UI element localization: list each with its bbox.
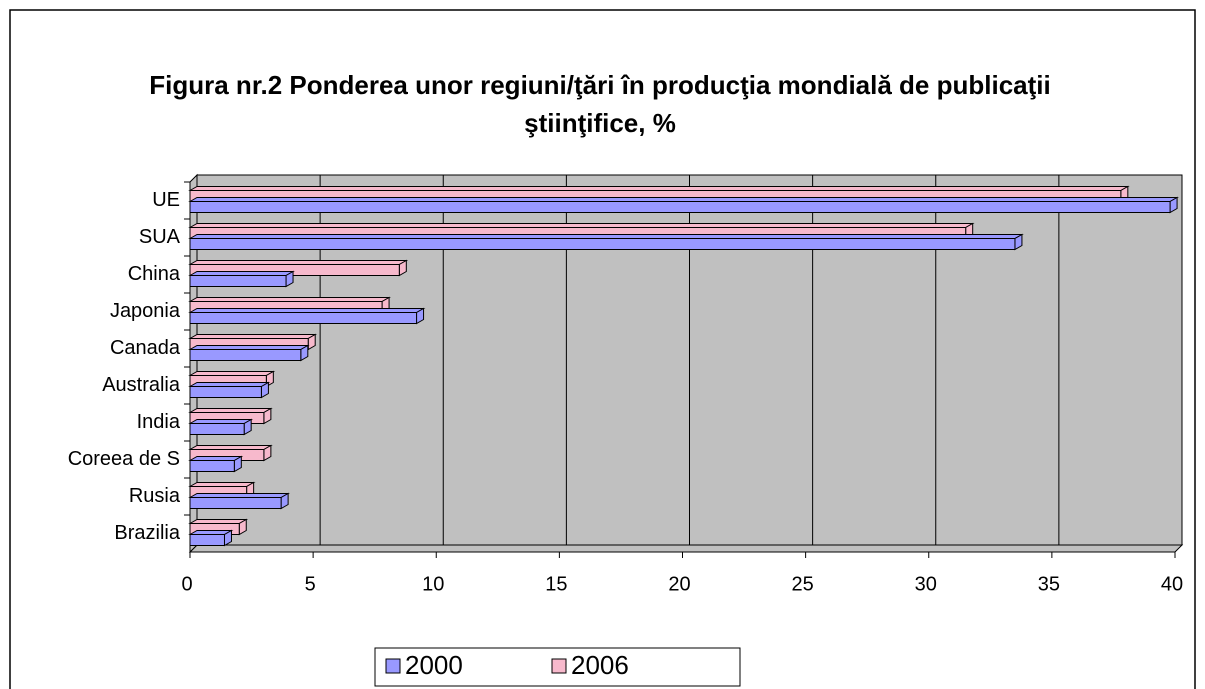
- bar: [189, 264, 400, 276]
- y-tick-label: India: [137, 411, 181, 433]
- chart-title: Figura nr.2 Ponderea unor regiuni/ţări î…: [149, 70, 1051, 138]
- x-tick-label: 0: [181, 573, 192, 595]
- x-tick-label: 30: [915, 573, 937, 595]
- bar-top: [188, 260, 409, 265]
- bar: [189, 423, 245, 435]
- legend: 2000 2006: [374, 647, 741, 687]
- bar: [189, 460, 235, 472]
- bar-top: [188, 297, 391, 302]
- bar: [189, 275, 287, 287]
- y-tick-label: SUA: [139, 226, 181, 248]
- x-tick-label: 25: [792, 573, 814, 595]
- x-tick-label: 5: [305, 573, 316, 595]
- y-tick-label: Rusia: [129, 485, 181, 507]
- legend-swatch: [385, 658, 401, 674]
- legend-label: 2006: [571, 650, 629, 680]
- bar-top: [188, 345, 310, 350]
- bar-top: [188, 445, 273, 450]
- bar-top: [188, 482, 256, 487]
- x-tick-label: 15: [545, 573, 567, 595]
- legend-label: 2000: [405, 650, 463, 680]
- bar: [189, 349, 302, 361]
- plot-floor: [188, 544, 1184, 553]
- bar: [189, 238, 1016, 250]
- y-tick-label: UE: [152, 189, 180, 211]
- y-tick-label: China: [128, 263, 181, 285]
- bar: [189, 534, 225, 546]
- y-tick-label: Brazilia: [114, 522, 180, 544]
- bar-top: [188, 493, 290, 498]
- bar-top: [188, 334, 318, 339]
- bar: [189, 201, 1171, 213]
- y-tick-label: Japonia: [110, 300, 181, 322]
- bar-top: [188, 223, 975, 228]
- legend-swatch: [551, 658, 567, 674]
- bar-top: [188, 271, 295, 276]
- x-tick-label: 40: [1161, 573, 1183, 595]
- y-tick-label: Canada: [110, 337, 181, 359]
- bar: [189, 386, 262, 398]
- x-tick-label: 35: [1038, 573, 1060, 595]
- bar-top: [188, 371, 276, 376]
- x-tick-label: 20: [668, 573, 690, 595]
- y-tick-label: Australia: [102, 374, 181, 396]
- bar-top: [188, 408, 273, 413]
- bar-top: [188, 308, 426, 313]
- bar-top: [188, 234, 1024, 239]
- bar: [189, 497, 282, 509]
- bar-top: [188, 519, 249, 524]
- y-tick-label: Coreea de S: [68, 448, 180, 470]
- bar: [189, 312, 418, 324]
- bar-top: [188, 186, 1130, 191]
- bar-top: [188, 382, 271, 387]
- bar-top: [188, 456, 244, 461]
- bar-top: [188, 419, 254, 424]
- x-tick-label: 10: [422, 573, 444, 595]
- bar-top: [188, 197, 1179, 202]
